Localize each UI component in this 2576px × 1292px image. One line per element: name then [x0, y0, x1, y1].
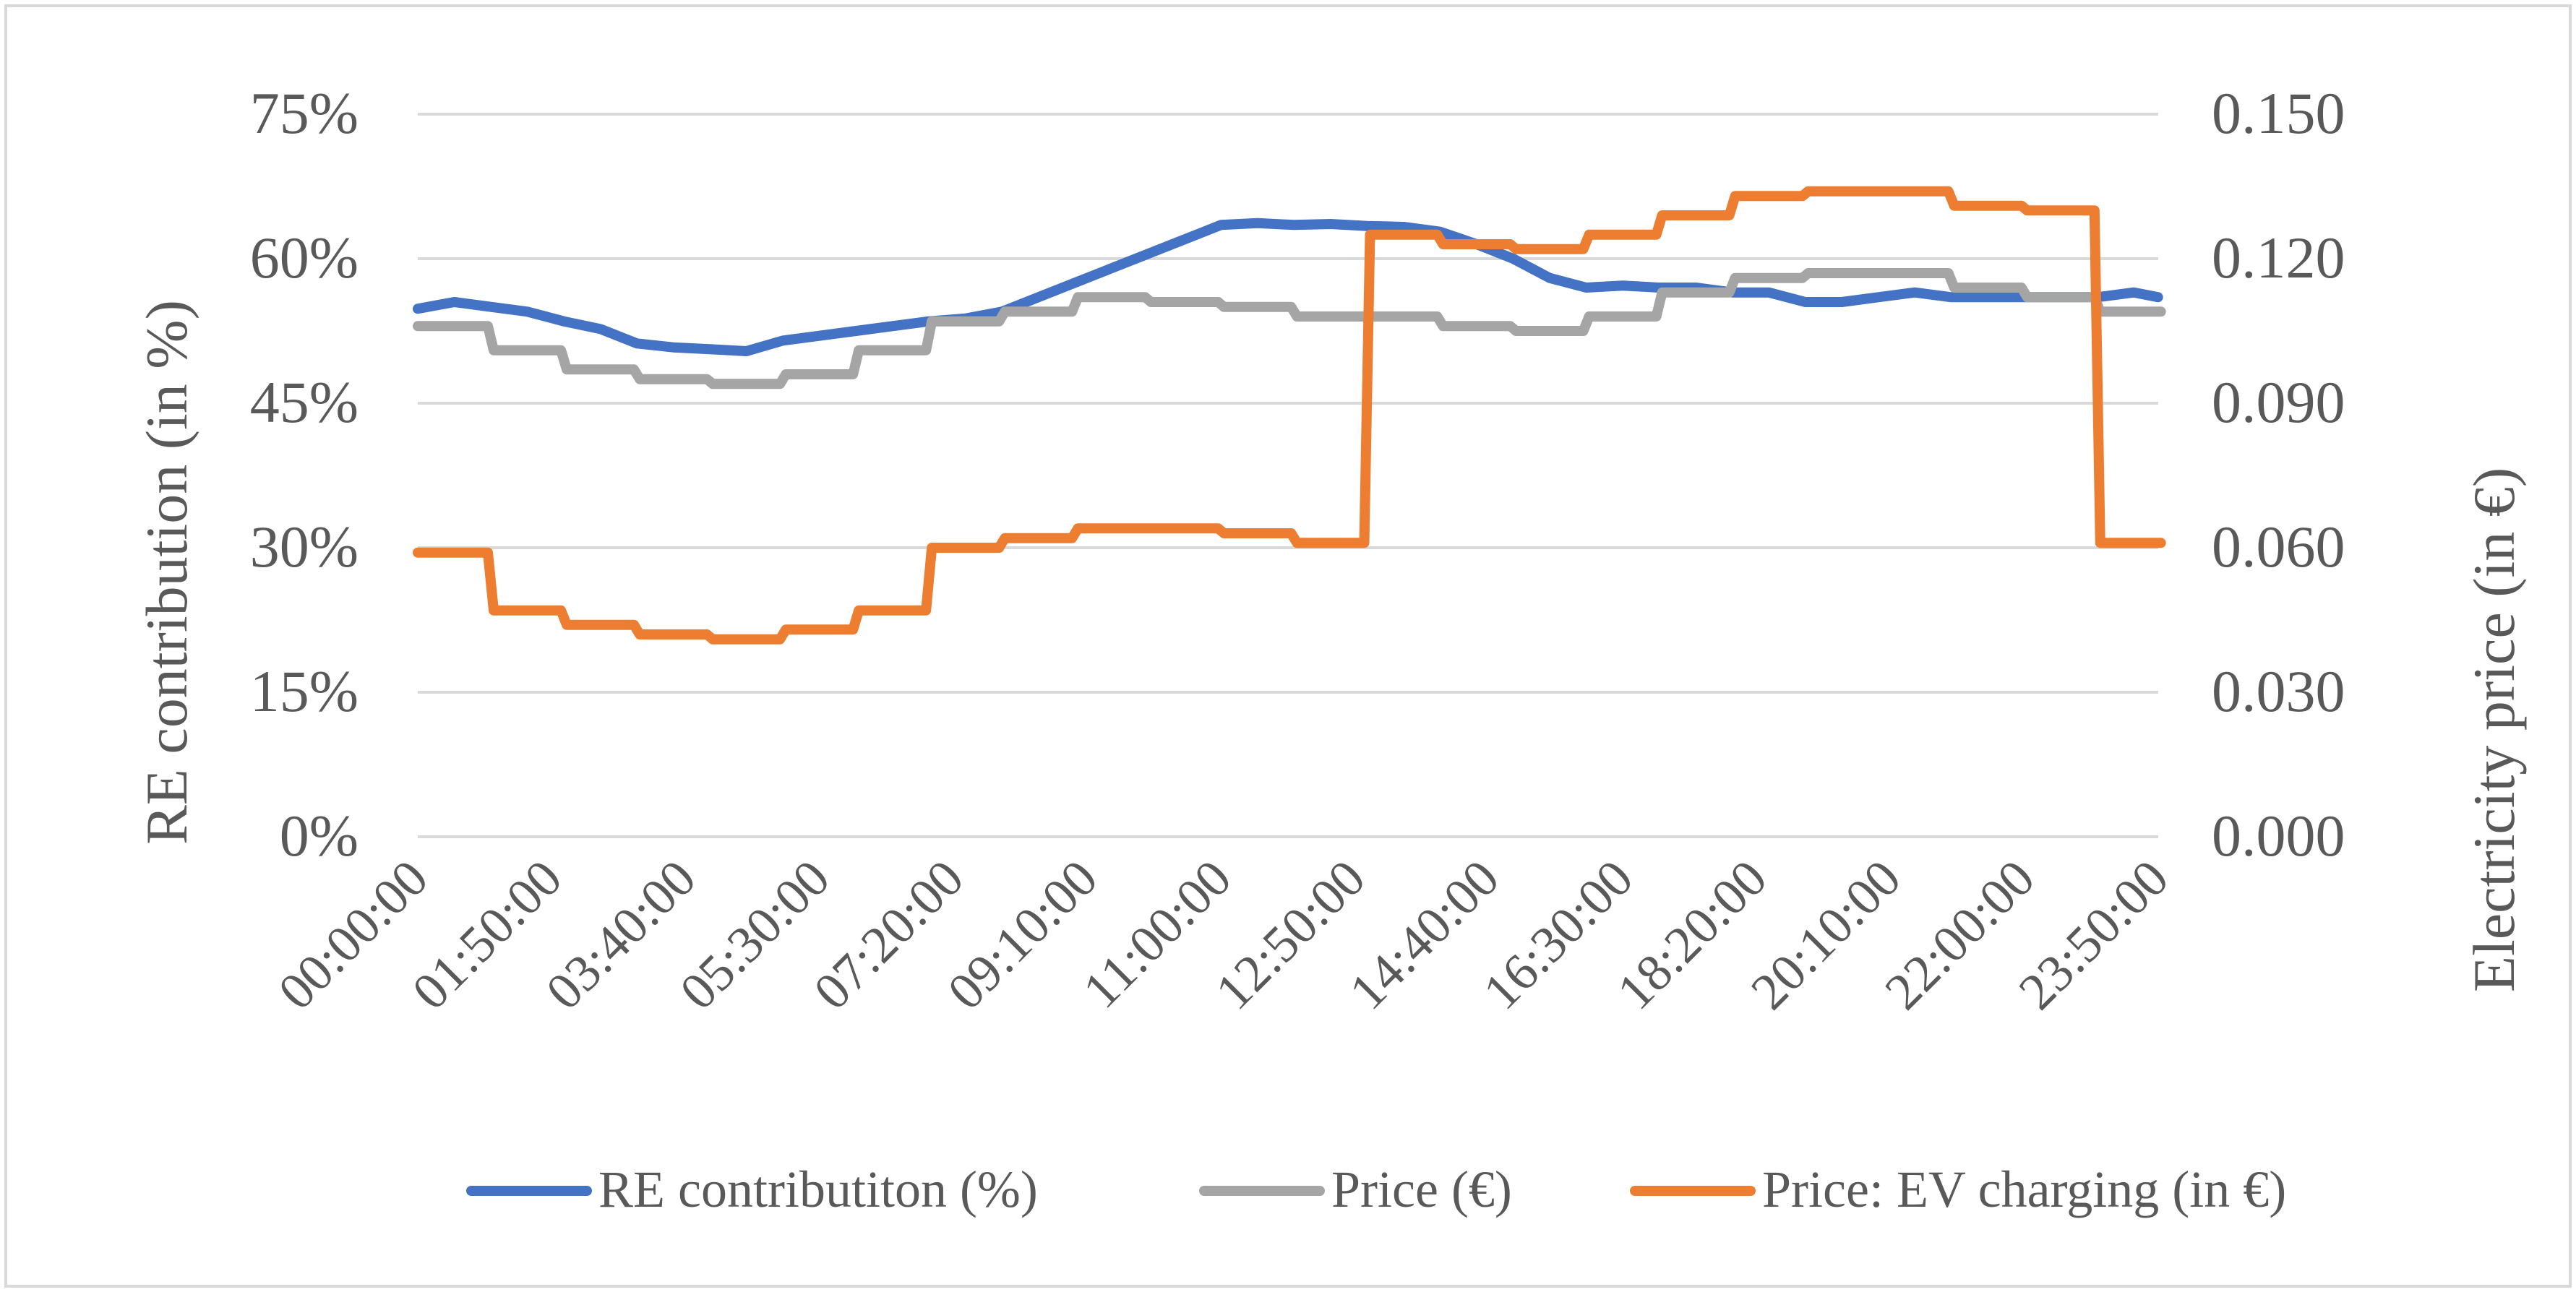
right-tick-label: 0.120: [2212, 225, 2345, 290]
x-tick-label: 03:40:00: [535, 849, 707, 1021]
legend-label-1: Price (€): [1331, 1160, 1512, 1218]
right-tick-label: 0.060: [2212, 514, 2345, 580]
left-axis-ticks: 0% 15% 30% 45% 60% 75%: [250, 80, 359, 869]
x-tick-label: 22:00:00: [1873, 849, 2045, 1021]
x-tick-label: 20:10:00: [1740, 849, 1912, 1021]
left-tick-label: 45%: [250, 369, 359, 435]
x-tick-label: 16:30:00: [1472, 849, 1644, 1021]
left-tick-label: 0%: [280, 803, 359, 869]
legend-label-2: Price: EV charging (in €): [1762, 1160, 2286, 1218]
x-tick-label: 14:40:00: [1339, 849, 1511, 1021]
right-tick-label: 0.030: [2212, 658, 2345, 724]
right-axis-ticks: 0.000 0.030 0.060 0.090 0.120 0.150: [2212, 80, 2345, 869]
x-tick-label: 23:50:00: [2008, 849, 2180, 1021]
left-tick-label: 60%: [250, 225, 359, 290]
x-tick-label: 01:50:00: [401, 849, 573, 1021]
x-tick-label: 12:50:00: [1204, 849, 1376, 1021]
left-tick-label: 15%: [250, 658, 359, 724]
left-axis-title: RE contribution (in %): [134, 300, 199, 845]
series-lines: [413, 186, 2166, 645]
x-tick-label: 00:00:00: [267, 849, 439, 1021]
left-tick-label: 30%: [250, 514, 359, 580]
right-tick-label: 0.090: [2212, 369, 2345, 435]
right-axis-title: Electricity price (in €): [2461, 468, 2527, 992]
series-line-1: [413, 268, 2166, 389]
left-tick-label: 75%: [250, 80, 359, 146]
legend-label-0: RE contributiton (%): [598, 1160, 1038, 1218]
right-tick-label: 0.000: [2212, 803, 2345, 869]
series-line-2: [413, 186, 2166, 645]
x-tick-label: 11:00:00: [1072, 849, 1242, 1020]
right-tick-label: 0.150: [2212, 80, 2345, 146]
x-tick-label: 18:20:00: [1606, 849, 1778, 1021]
gridlines: [418, 113, 2158, 838]
series-line-0: [413, 218, 2163, 356]
legend: RE contributiton (%) Price (€) Price: EV c…: [466, 1160, 2286, 1218]
x-tick-label: 09:10:00: [937, 849, 1109, 1021]
x-tick-label: 07:20:00: [803, 849, 975, 1021]
chart-frame: [4, 4, 2572, 1288]
x-tick-label: 05:30:00: [669, 849, 841, 1021]
x-axis-ticks: 00:00:0001:50:0003:40:0005:30:0007:20:00…: [267, 849, 2180, 1021]
